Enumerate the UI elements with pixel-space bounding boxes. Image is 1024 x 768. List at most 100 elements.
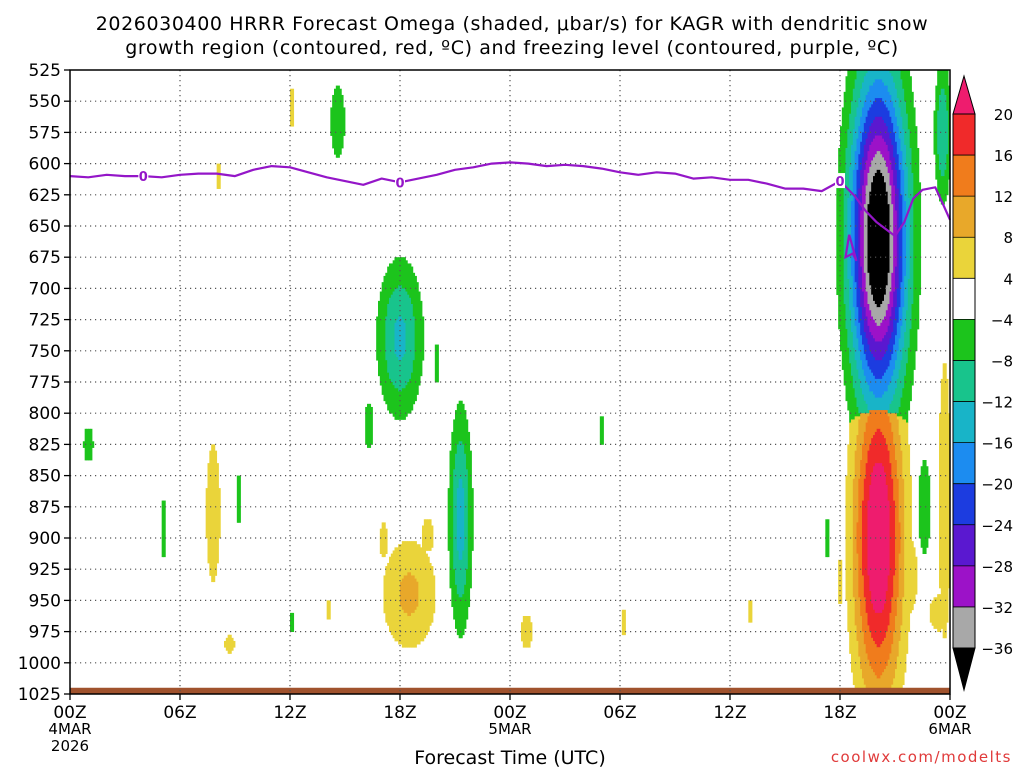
x-tick-year: 2026 (51, 737, 89, 755)
omega-cell (887, 366, 890, 386)
omega-cell (863, 332, 867, 355)
omega-cell (880, 135, 883, 155)
omega-cell (876, 135, 879, 152)
omega-cell (896, 70, 900, 99)
omega-cell (851, 201, 854, 277)
omega-cell (907, 279, 911, 349)
omega-cell (884, 85, 887, 105)
omega-cell (856, 406, 859, 417)
omega-cell (400, 544, 403, 583)
omega-cell (865, 413, 868, 423)
y-tick-label: 550 (29, 92, 61, 112)
omega-cell (887, 416, 890, 452)
omega-cell (383, 522, 386, 558)
omega-cell (867, 625, 870, 661)
omega-cell (900, 194, 903, 283)
omega-cell (900, 416, 903, 452)
omega-cell (858, 656, 861, 695)
omega-cell (876, 151, 879, 171)
omega-cell (893, 291, 896, 320)
omega-cell (854, 282, 857, 327)
omega-cell (396, 288, 399, 320)
colorbar: 20 16 12 8 4 −4 −8 −12 −16 −20 −24 −28 −32 −36 (952, 74, 1013, 692)
omega-cell (900, 625, 903, 695)
omega-cell (904, 201, 907, 277)
omega-cell (858, 597, 861, 657)
omega-cell (878, 98, 881, 118)
omega-cell (887, 325, 890, 345)
omega-cell (882, 394, 885, 411)
omega-cell (456, 403, 460, 445)
omega-cell (876, 98, 879, 118)
omega-cell (878, 307, 881, 327)
omega-cell (895, 210, 898, 267)
omega-cell (862, 319, 865, 345)
omega-cell (873, 672, 876, 695)
omega-cell (411, 541, 414, 576)
omega-cell (895, 413, 898, 461)
omega-cell (880, 360, 883, 380)
omega-cell (893, 413, 896, 445)
omega-cell (902, 347, 905, 389)
omega-cell (403, 353, 406, 389)
omega-cell (885, 484, 889, 592)
omega-cell (405, 385, 408, 417)
omega-cell (880, 612, 883, 645)
y-tick-label: 875 (29, 498, 61, 518)
omega-cell (464, 584, 467, 629)
omega-cell (334, 88, 337, 155)
colorbar-bin (953, 114, 975, 156)
omega-cell (880, 675, 883, 695)
omega-cell (937, 70, 940, 111)
omega-cell (368, 403, 372, 448)
omega-cell (882, 338, 885, 358)
omega-cell (858, 416, 861, 420)
omega-cell (937, 154, 940, 196)
omega-cell (880, 116, 883, 136)
omega-cell (933, 597, 936, 629)
omega-cell (895, 360, 898, 389)
omega-cell (896, 154, 900, 189)
omega-cell (409, 263, 412, 299)
omega-cell (882, 435, 885, 467)
omega-cell (884, 603, 887, 639)
omega-cell (891, 400, 894, 414)
omega-cell (896, 322, 900, 352)
omega-cell (873, 319, 876, 339)
omega-cell (904, 101, 907, 146)
omega-cell (884, 438, 887, 473)
y-tick-label: 925 (29, 560, 61, 580)
omega-cell (867, 110, 870, 133)
omega-cell (398, 316, 401, 361)
omega-cell (396, 257, 399, 289)
omega-cell (882, 70, 885, 83)
omega-cell (332, 94, 335, 149)
omega-cell (869, 70, 872, 86)
omega-cell (526, 616, 529, 648)
omega-cell (863, 353, 867, 377)
omega-cell (389, 556, 392, 632)
omega-cell (874, 378, 878, 398)
omega-cell (849, 363, 852, 423)
omega-cell (403, 257, 406, 289)
omega-cell (412, 575, 416, 614)
omega-cell (891, 597, 894, 645)
omega-cell (467, 431, 471, 608)
omega-cell (904, 275, 907, 333)
omega-cell (852, 88, 856, 130)
omega-cell (889, 403, 892, 414)
omega-cell (858, 126, 861, 155)
omega-cell (873, 300, 876, 320)
omega-cell (891, 353, 894, 377)
omega-cell (851, 144, 854, 202)
x-tick-label: 12Z (273, 703, 306, 723)
omega-cell (911, 172, 914, 305)
freezing-level-label: 0 (395, 176, 404, 191)
omega-cell (409, 297, 412, 380)
omega-cell (863, 70, 867, 77)
omega-cell (867, 204, 870, 274)
omega-cell (847, 70, 850, 130)
omega-cell (385, 566, 388, 623)
y-tick-label: 950 (29, 591, 61, 611)
omega-cell (871, 316, 874, 336)
